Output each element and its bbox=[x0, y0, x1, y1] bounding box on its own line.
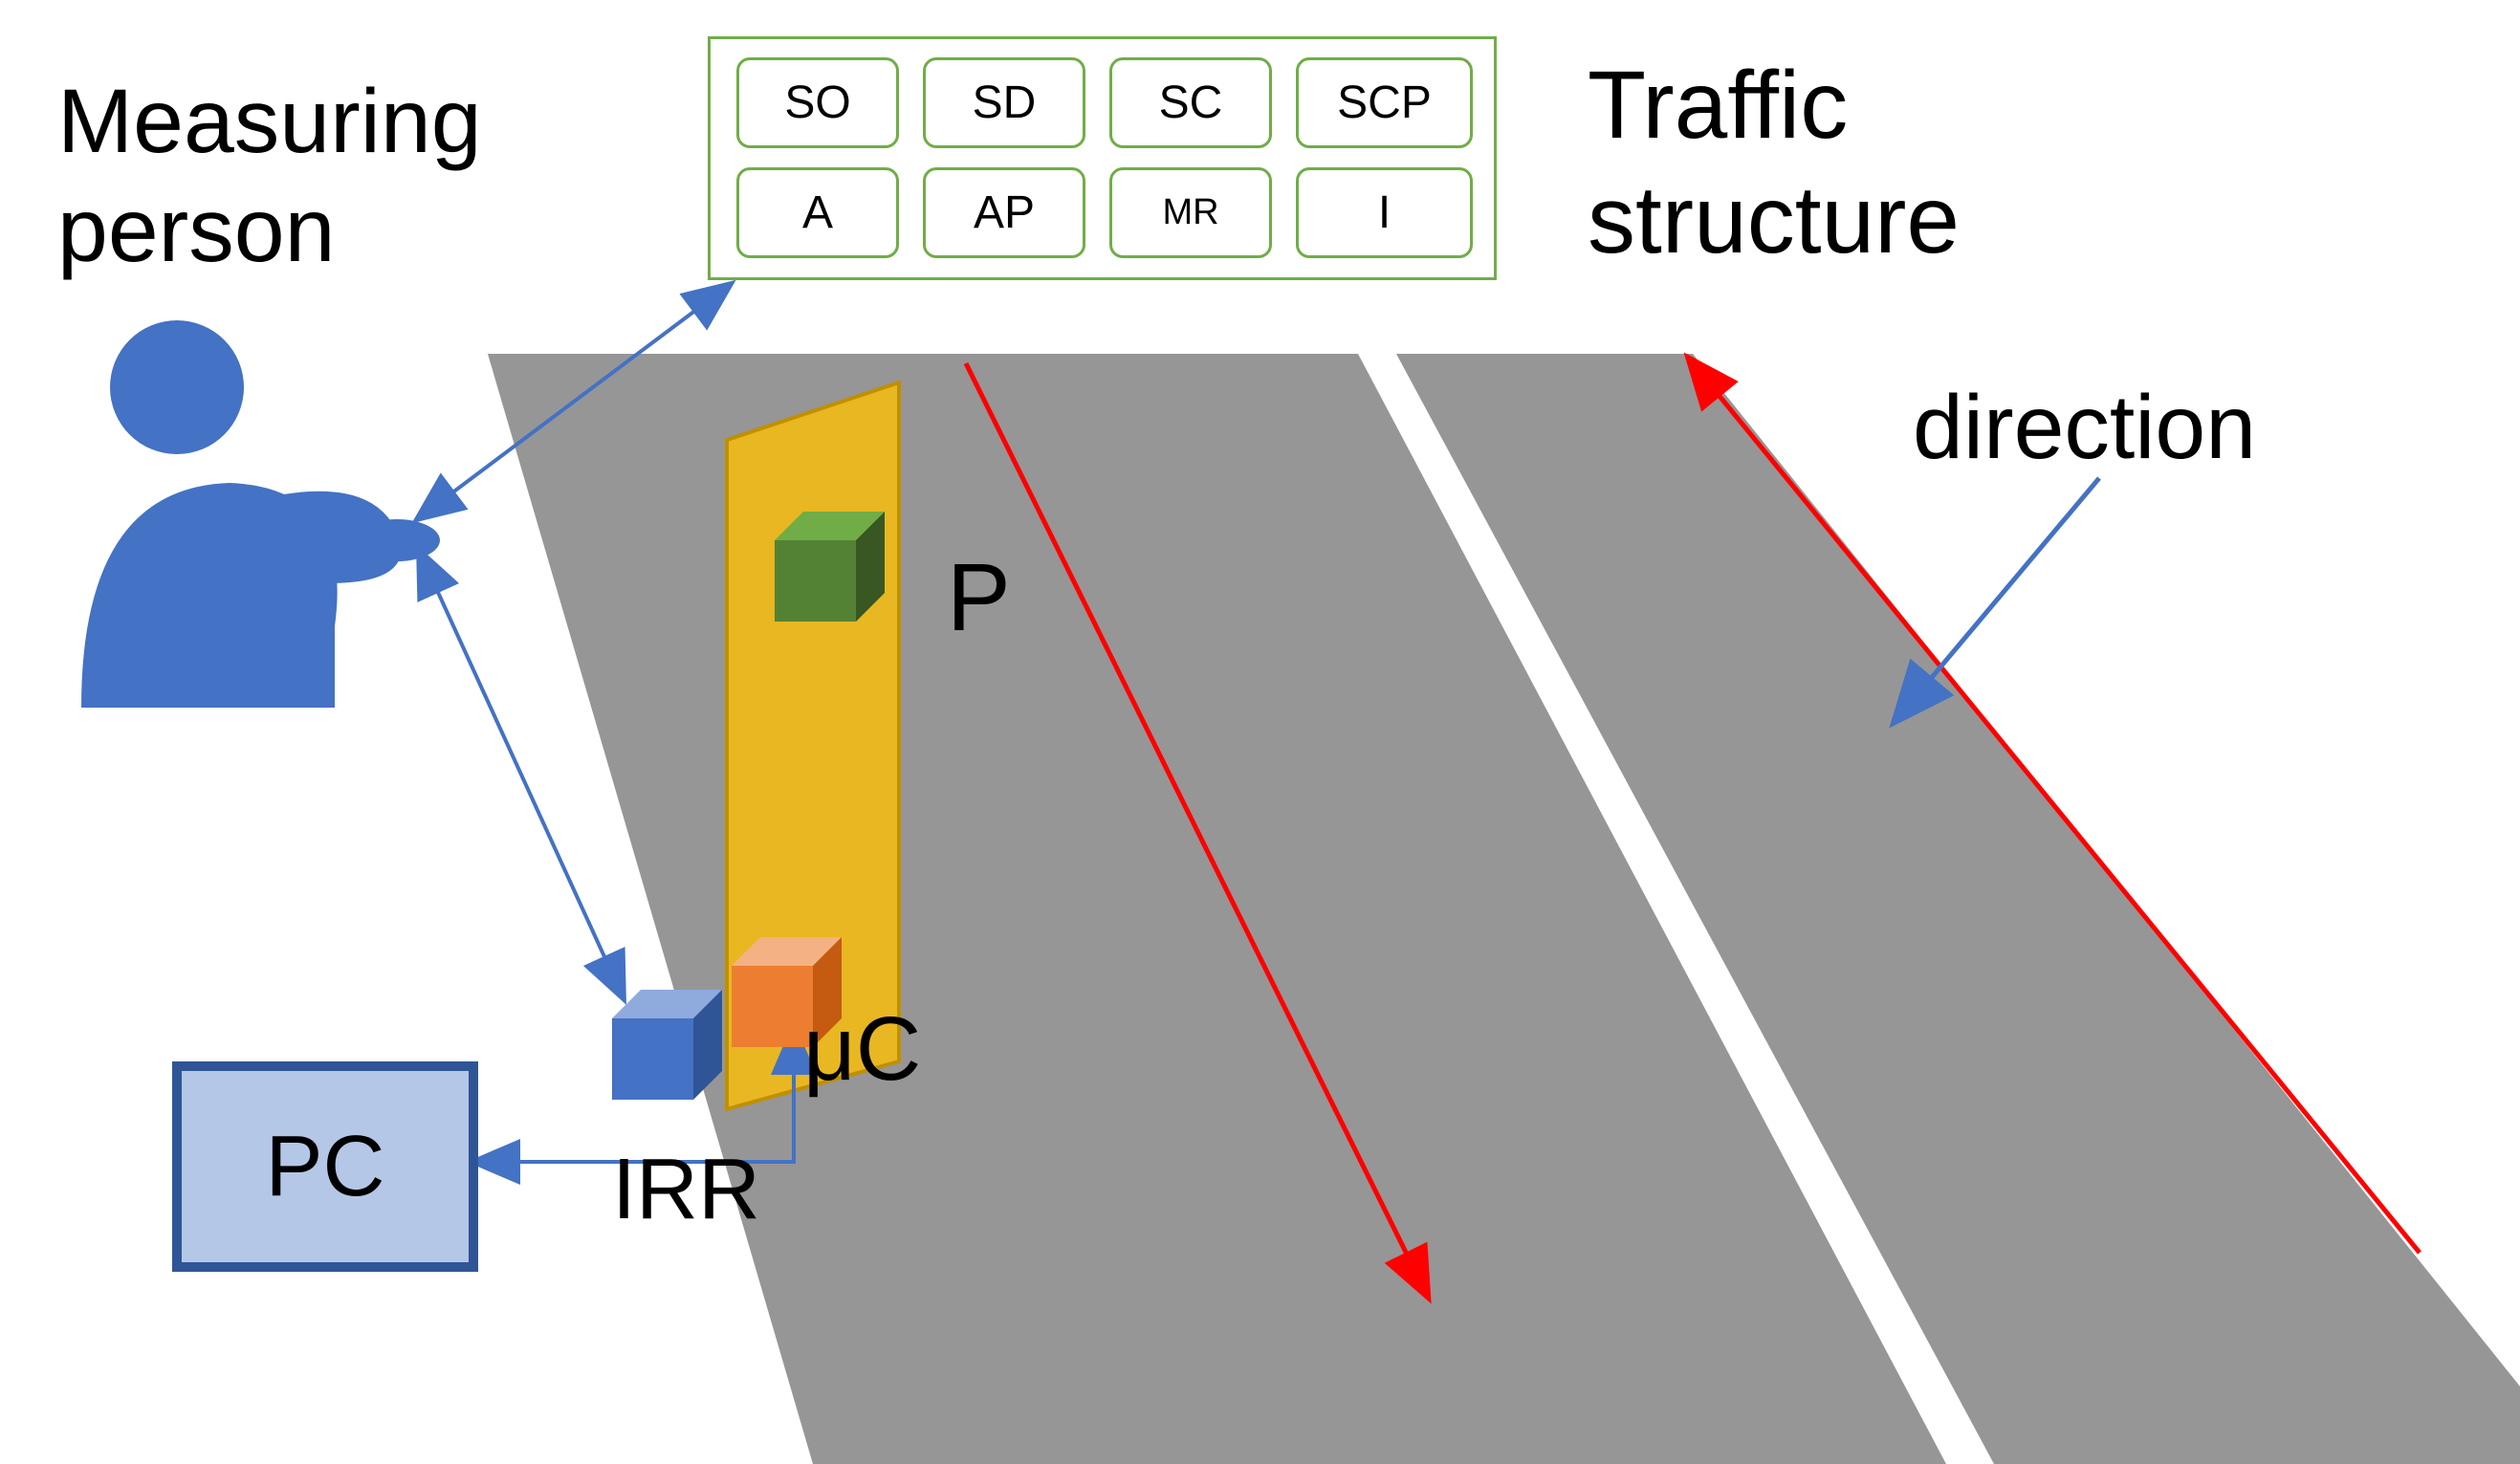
traffic-cell-mr: MR bbox=[1109, 167, 1272, 258]
pc-box: PC bbox=[172, 1061, 478, 1272]
irr-label: IRR bbox=[612, 1138, 760, 1241]
direction-arrow bbox=[1898, 478, 2099, 717]
traffic-cell-label: SO bbox=[784, 76, 850, 129]
diagram-canvas: SO SD SC SCP A AP MR I PC Measuring pers… bbox=[0, 0, 2520, 1464]
traffic-cell-label: A bbox=[802, 186, 833, 239]
traffic-cell-label: AP bbox=[974, 186, 1035, 239]
traffic-cell-i: I bbox=[1296, 167, 1473, 258]
measuring-person-label: Measuring person bbox=[57, 67, 482, 285]
uc-label: μC bbox=[803, 994, 921, 1103]
irr-cube-icon bbox=[612, 990, 722, 1100]
p-label: P bbox=[947, 540, 1011, 655]
traffic-cell-label: I bbox=[1378, 186, 1391, 239]
p-cube-icon bbox=[775, 512, 885, 622]
measuring-person-icon bbox=[81, 320, 440, 708]
traffic-cell-ap: AP bbox=[923, 167, 1085, 258]
traffic-cell-sd: SD bbox=[923, 57, 1085, 148]
traffic-structure-label: Traffic structure bbox=[1588, 48, 1960, 277]
traffic-cell-sc: SC bbox=[1109, 57, 1272, 148]
traffic-cell-label: SCP bbox=[1337, 76, 1432, 129]
traffic-cell-label: MR bbox=[1162, 192, 1218, 233]
pc-label: PC bbox=[265, 1118, 384, 1216]
traffic-cell-a: A bbox=[736, 167, 899, 258]
traffic-cell-label: SC bbox=[1159, 76, 1223, 129]
direction-label: direction bbox=[1913, 373, 2256, 482]
traffic-cell-label: SD bbox=[973, 76, 1037, 129]
traffic-cell-so: SO bbox=[736, 57, 899, 148]
traffic-cell-scp: SCP bbox=[1296, 57, 1473, 148]
